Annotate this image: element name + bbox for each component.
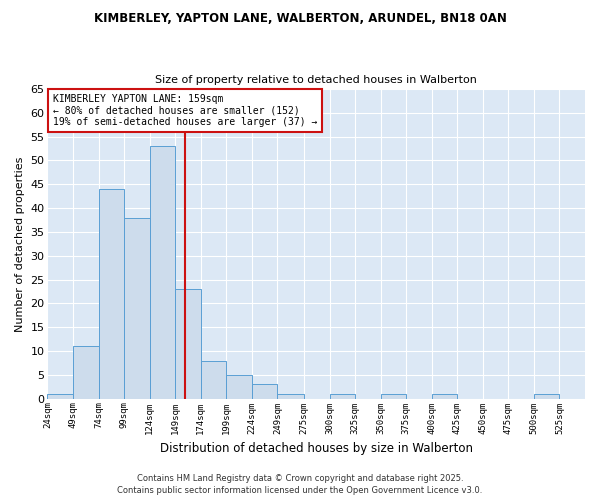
Bar: [149, 146, 175, 399]
Bar: [252, 384, 277, 398]
Bar: [226, 375, 252, 398]
Bar: [124, 218, 149, 398]
Bar: [47, 394, 73, 398]
Bar: [277, 394, 304, 398]
Bar: [432, 394, 457, 398]
Bar: [380, 394, 406, 398]
Bar: [73, 346, 98, 399]
Bar: [201, 360, 226, 399]
Bar: [534, 394, 559, 398]
Y-axis label: Number of detached properties: Number of detached properties: [15, 156, 25, 332]
Text: Contains HM Land Registry data © Crown copyright and database right 2025.
Contai: Contains HM Land Registry data © Crown c…: [118, 474, 482, 495]
X-axis label: Distribution of detached houses by size in Walberton: Distribution of detached houses by size …: [160, 442, 473, 455]
Text: KIMBERLEY, YAPTON LANE, WALBERTON, ARUNDEL, BN18 0AN: KIMBERLEY, YAPTON LANE, WALBERTON, ARUND…: [94, 12, 506, 26]
Bar: [329, 394, 355, 398]
Bar: [175, 289, 201, 399]
Text: KIMBERLEY YAPTON LANE: 159sqm
← 80% of detached houses are smaller (152)
19% of : KIMBERLEY YAPTON LANE: 159sqm ← 80% of d…: [53, 94, 317, 127]
Title: Size of property relative to detached houses in Walberton: Size of property relative to detached ho…: [155, 76, 477, 86]
Bar: [98, 189, 124, 398]
